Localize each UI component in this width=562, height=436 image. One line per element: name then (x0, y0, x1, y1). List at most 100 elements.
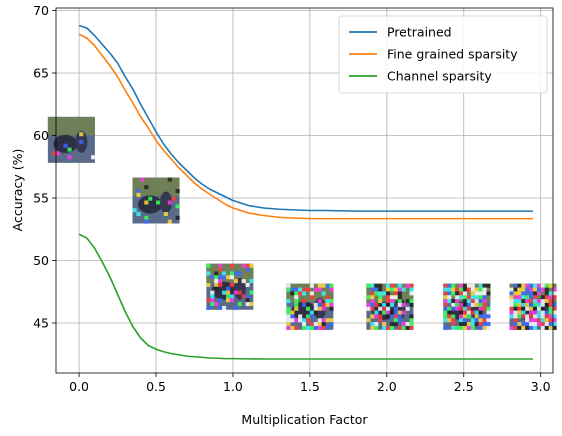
thumbnail-noise-pixel (486, 310, 491, 315)
thumbnail-noise-pixel (470, 291, 475, 296)
thumbnail-noise-pixel (525, 295, 530, 300)
thumbnail-noise-pixel (245, 282, 250, 287)
y-tick-label: 60 (33, 128, 49, 143)
thumbnail-noise-pixel (370, 325, 375, 330)
thumbnail-noise-pixel (478, 291, 483, 296)
thumbnail-noise-pixel (325, 283, 330, 288)
thumbnail-noise-pixel (309, 322, 315, 327)
thumbnail-noise-pixel (532, 302, 538, 307)
thumbnail-noise-pixel (466, 302, 471, 307)
thumbnail-noise-pixel (482, 325, 487, 330)
thumbnail-noise-pixel (374, 314, 379, 319)
thumbnail-noise-pixel (294, 302, 299, 307)
thumbnail-noise-pixel (470, 287, 475, 292)
thumbnail-noise-pixel (529, 325, 534, 330)
thumbnail-noise-pixel (132, 208, 137, 213)
thumbnail-noise-pixel (393, 287, 398, 292)
thumbnail-noise-pixel (397, 299, 402, 304)
thumbnail-noise-pixel (482, 295, 487, 300)
thumbnail-noise-pixel (245, 294, 250, 299)
thumbnail-noise-pixel (458, 310, 464, 315)
thumbnail-noise-pixel (294, 325, 299, 330)
thumbnail-noise-pixel (222, 275, 227, 280)
thumbnail-noise-pixel (229, 263, 234, 268)
thumbnail-noise-pixel (245, 298, 250, 303)
thumbnail-noise-pixel (206, 305, 211, 310)
thumbnail-noise-pixel (222, 271, 227, 276)
thumbnail-noise-pixel (321, 302, 326, 307)
thumbnail-noise-pixel (409, 287, 414, 292)
thumbnail-noise-pixel (321, 322, 326, 327)
thumbnail-noise-pixel (286, 314, 291, 319)
thumbnail-noise-pixel (397, 310, 402, 315)
thumbnail-noise-pixel (385, 314, 391, 319)
thumbnail-noise-pixel (229, 275, 234, 280)
series-line-fine-grained-sparsity (78, 33, 533, 220)
thumbnail-noise-pixel (382, 291, 387, 296)
thumbnail-noise-pixel (218, 282, 223, 287)
thumbnail-noise-pixel (374, 325, 379, 330)
thumbnail-noise-pixel (294, 295, 299, 300)
thumbnail-noise-pixel (509, 291, 514, 296)
plot-frame (55, 7, 554, 374)
thumbnail-noise-pixel (552, 318, 557, 323)
thumbnail-noise-pixel (374, 287, 379, 292)
thumbnail-noise-pixel (548, 322, 553, 327)
thumbnail-noise-pixel (385, 283, 391, 288)
thumbnail-noise-pixel (382, 310, 387, 315)
thumbnail-noise-pixel (517, 322, 522, 327)
thumbnail-noise-pixel (478, 322, 483, 327)
thumbnail-noise-pixel (474, 310, 479, 315)
thumbnail-noise-pixel (474, 291, 479, 296)
thumbnail-noise-pixel (458, 302, 464, 307)
thumbnail-noise-pixel (378, 314, 383, 319)
thumbnail-noise-pixel (401, 325, 406, 330)
thumbnail-noise-pixel (536, 283, 542, 288)
thumbnail-noise-pixel (313, 325, 318, 330)
thumbnail-noise-pixel (451, 302, 456, 307)
thumbnail-image (132, 177, 180, 224)
thumbnail-noise-pixel (443, 314, 448, 319)
thumbnail-noise-pixel (474, 295, 479, 300)
legend-label: Pretrained (387, 25, 452, 40)
thumbnail-noise-pixel (298, 314, 303, 319)
thumbnail-noise-pixel (466, 283, 471, 288)
thumbnail-noise-pixel (225, 294, 231, 299)
thumbnail-noise-pixel (366, 302, 371, 307)
thumbnail-noise-pixel (447, 314, 452, 319)
thumbnail-noise-pixel (513, 306, 518, 311)
thumbnail-noise-pixel (370, 306, 375, 311)
thumbnail-noise-pixel (317, 322, 322, 327)
thumbnail-noise-pixel (470, 318, 475, 323)
thumbnail-noise-pixel (302, 325, 307, 330)
thumbnail-noise-pixel (451, 299, 456, 304)
thumbnail-noise-pixel (540, 287, 545, 292)
thumbnail-noise-pixel (462, 291, 468, 296)
thumbnail-noise-pixel (517, 295, 522, 300)
thumbnail-noise-pixel (225, 298, 231, 303)
thumbnail-noise-pixel (462, 295, 468, 300)
thumbnail-noise-pixel (321, 283, 326, 288)
x-tick-label: 1.0 (223, 379, 243, 394)
thumbnail-noise-pixel (237, 271, 242, 276)
thumbnail-noise-pixel (536, 314, 542, 319)
thumbnail-noise-pixel (482, 322, 487, 327)
thumbnail-noise-pixel (401, 310, 406, 315)
thumbnail-noise-pixel (385, 306, 391, 311)
thumbnail-noise-pixel (462, 283, 468, 288)
thumbnail-noise-pixel (548, 302, 553, 307)
thumbnail-noise-pixel (482, 283, 487, 288)
thumbnail-noise-pixel (552, 291, 557, 296)
thumbnail-noise-pixel (525, 283, 530, 288)
thumbnail-noise-pixel (478, 314, 483, 319)
thumbnail-noise-pixel (548, 314, 553, 319)
thumbnail-noise-pixel (470, 302, 475, 307)
legend-label: Channel sparsity (387, 69, 492, 84)
y-tick-label: 70 (33, 3, 49, 18)
thumbnail-image (443, 283, 491, 330)
thumbnail-noise-pixel (536, 318, 542, 323)
thumbnail-noise-pixel (540, 295, 545, 300)
thumbnail-noise-pixel (509, 299, 514, 304)
x-tick-label: 3.0 (531, 379, 551, 394)
thumbnail-noise-pixel (486, 291, 491, 296)
